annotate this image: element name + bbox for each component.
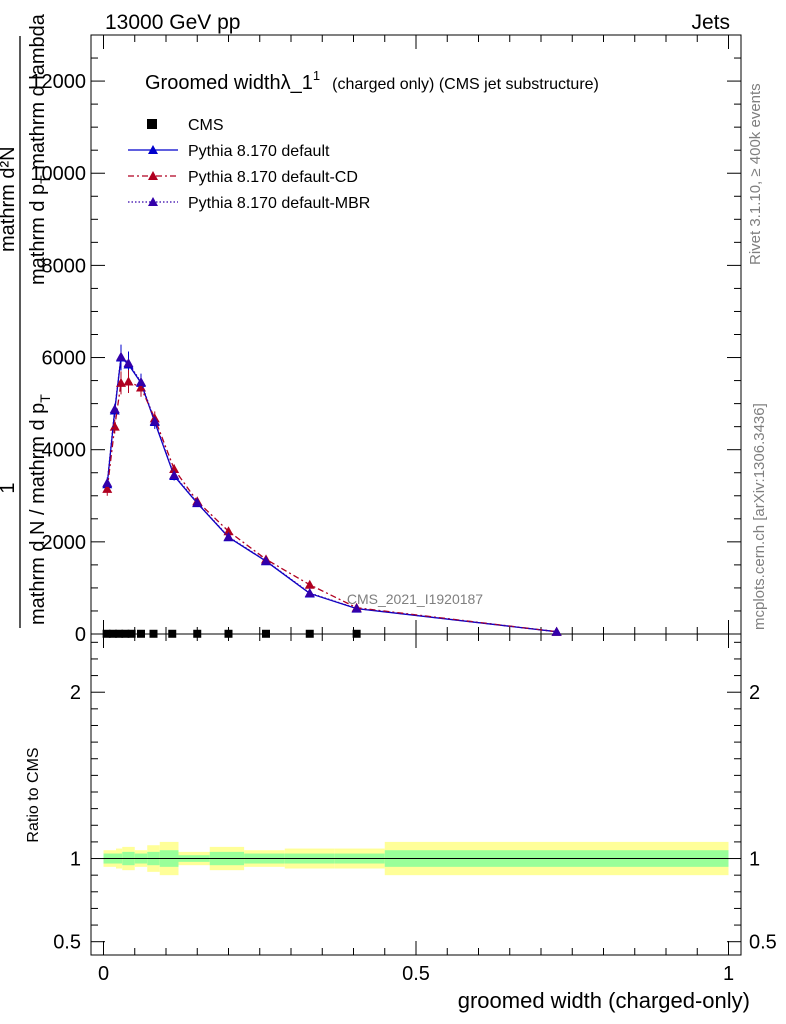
cms-data-point (305, 629, 314, 638)
legend-marker (148, 145, 158, 154)
x-tick-label: 0 (98, 963, 109, 985)
cms-data-point (127, 629, 136, 638)
y-tick-label: 12000 (30, 71, 86, 93)
series-marker (109, 404, 120, 414)
y-tick-label: 6000 (42, 348, 87, 370)
legend-marker (148, 171, 158, 180)
series-marker (223, 531, 234, 541)
series-marker (169, 470, 180, 480)
ratio-y-tick-label: 0.5 (53, 932, 81, 954)
legend-label: CMS (188, 117, 224, 134)
cms-data-point (121, 629, 130, 638)
y-tick-label: 2000 (42, 532, 87, 554)
svg-text:Ratio to CMS: Ratio to CMS (25, 747, 42, 842)
y-axis-label: 1 mathrm d²N (0, 146, 19, 493)
x-tick-label: 0.5 (402, 963, 430, 985)
y-label-numerator: mathrm d²N (0, 146, 19, 252)
series-marker (223, 526, 234, 536)
y-label-denominator-upper: mathrm d pT mathrm d lambda (27, 13, 53, 285)
cms-data-point (115, 629, 124, 638)
legend-label: Pythia 8.170 default (188, 143, 330, 160)
series-marker (192, 497, 203, 507)
series-0 (102, 629, 361, 638)
series-marker (102, 477, 113, 487)
series-marker (149, 416, 160, 426)
series-marker (123, 358, 134, 368)
series-marker (123, 376, 134, 386)
series-marker (551, 626, 562, 636)
svg-text:mcplots.cern.ch [arXiv:1306.34: mcplots.cern.ch [arXiv:1306.3436] (751, 403, 768, 630)
cms-data-point (352, 629, 361, 638)
ratio-y-tick-label-right: 2 (749, 682, 760, 704)
cms-data-point (262, 629, 270, 638)
y-label-one: 1 (0, 482, 19, 493)
mcplots-info: mcplots.cern.ch [arXiv:1306.3436] (751, 403, 768, 630)
legend-label: Pythia 8.170 default-MBR (188, 195, 370, 212)
series-2 (102, 369, 562, 636)
series-marker (116, 377, 126, 387)
series-marker (304, 579, 315, 589)
legend-marker-cms (147, 119, 157, 129)
series-marker (136, 382, 146, 392)
series-marker (261, 555, 271, 565)
series-line (106, 380, 557, 633)
cms-data-point (224, 629, 233, 638)
rivet-info: Rivet 3.1.10, ≥ 400k events (747, 83, 764, 265)
ratio-y-tick-label-right: 0.5 (749, 932, 777, 954)
cms-data-point (193, 629, 202, 638)
series-1 (102, 344, 562, 636)
y-tick-label: 0 (75, 624, 86, 646)
y-tick-label: 8000 (42, 255, 87, 277)
main-x-ticks (103, 35, 729, 634)
ratio-y-tick-label: 1 (70, 849, 81, 871)
ratio-plot-frame (90, 633, 742, 956)
ratio-y-axis: 0.5 0.5 1 1 2 2 (53, 641, 777, 954)
y-tick-label: 4000 (42, 440, 87, 462)
x-tick-label: 1 (723, 963, 734, 985)
svg-text:Rivet 3.1.10, ≥ 400k events: Rivet 3.1.10, ≥ 400k events (747, 83, 764, 265)
series-marker (304, 587, 315, 597)
series-line (106, 355, 557, 633)
chart-title: Groomed widthλ_11(charged only) (CMS jet… (145, 68, 599, 94)
series-layer (102, 344, 562, 638)
series-marker (351, 603, 362, 613)
series-3 (102, 351, 562, 636)
series-marker (169, 464, 180, 474)
series-line (106, 356, 557, 633)
y-label-denominator: mathrm d N / mathrm d pT (27, 394, 53, 625)
ratio-x-axis: 0 0.5 1 (98, 634, 734, 985)
header-right: Jets (691, 11, 730, 34)
series-marker (136, 376, 146, 386)
ratio-y-tick-label: 2 (70, 682, 81, 704)
x-axis-label: groomed width (charged-only) (458, 988, 750, 1013)
series-marker (109, 421, 120, 431)
legend-label: Pythia 8.170 default-CD (188, 169, 358, 186)
legend: CMS Pythia 8.170 default Pythia 8.170 defa… (128, 117, 370, 212)
legend-marker (148, 197, 158, 206)
y-tick-label: 10000 (30, 163, 86, 185)
cms-data-point (108, 629, 117, 638)
series-marker (102, 483, 113, 493)
ratio-y-tick-label-right: 1 (749, 849, 760, 871)
analysis-watermark: CMS_2021_I1920187 (347, 591, 483, 607)
ratio-y-label: Ratio to CMS (25, 747, 42, 842)
main-y-axis: 0 2000 4000 6000 8000 10000 12000 (30, 57, 741, 646)
cms-data-point (102, 629, 111, 638)
y-axis-label-denominator: mathrm d N / mathrm d pT mathrm d pT mat… (27, 13, 53, 625)
cms-data-point (168, 629, 177, 638)
series-marker (116, 351, 126, 361)
header-left: 13000 GeV pp (105, 11, 240, 34)
cms-data-point (149, 629, 158, 638)
cms-data-point (137, 629, 145, 638)
